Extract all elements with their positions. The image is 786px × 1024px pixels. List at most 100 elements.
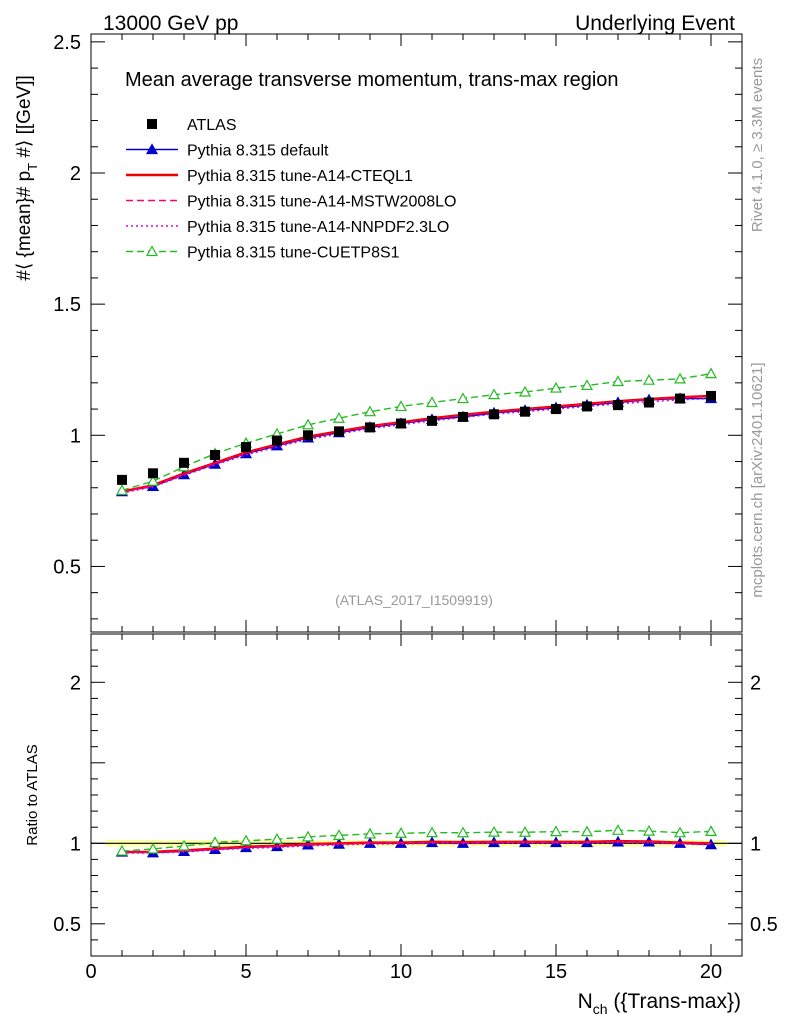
data-point — [303, 430, 313, 441]
series-marker-ratio — [673, 826, 687, 838]
legend-marker-data — [147, 119, 157, 129]
series-marker-ratio — [270, 832, 284, 844]
series-marker-ratio — [611, 824, 625, 835]
data-point — [458, 411, 468, 422]
data-point — [551, 404, 561, 415]
data-point — [489, 409, 499, 420]
x-tick-label: 15 — [545, 961, 567, 983]
data-point — [148, 468, 158, 479]
legend-label: Pythia 8.315 tune-A14-MSTW2008LO — [187, 194, 456, 211]
x-axis-label-tail: ({Trans-max}) — [608, 990, 741, 1013]
data-point — [117, 474, 127, 485]
series-marker — [704, 367, 718, 379]
x-axis-label: Nch ({Trans-max}) — [578, 990, 741, 1017]
data-point — [644, 397, 654, 408]
series-marker-ratio — [363, 827, 377, 839]
series-marker — [642, 373, 656, 385]
series-1 — [115, 392, 718, 858]
series-marker-ratio — [177, 839, 191, 851]
data-point — [613, 400, 623, 411]
data-point — [334, 426, 344, 437]
series-marker — [425, 396, 439, 408]
legend-label: Pythia 8.315 default — [187, 143, 329, 160]
series-marker-ratio — [146, 842, 160, 854]
series-layer — [115, 367, 718, 858]
ratio-y-tick-label-right: 2 — [750, 672, 761, 694]
data-point — [675, 393, 685, 404]
series-line-ratio — [121, 839, 712, 854]
data-point — [520, 406, 530, 417]
legend-marker — [145, 143, 159, 155]
series-marker-ratio — [518, 825, 532, 837]
series-marker — [301, 418, 315, 430]
series-marker-ratio — [456, 826, 470, 838]
x-tick-label: 5 — [240, 961, 251, 983]
series-marker — [549, 381, 563, 393]
legend-label: Pythia 8.315 tune-A14-CTEQL1 — [187, 168, 413, 185]
x-tick-label: 20 — [700, 961, 722, 983]
legend-label: Pythia 8.315 tune-CUETP8S1 — [187, 245, 400, 262]
data-point — [427, 415, 437, 426]
series-marker-ratio — [487, 825, 501, 837]
series-marker-ratio — [115, 844, 129, 856]
series-line-ratio — [121, 841, 712, 854]
x-axis-label-sub: ch — [593, 1001, 608, 1017]
series-marker-ratio — [301, 830, 315, 842]
data-point — [396, 418, 406, 429]
series-marker-ratio — [580, 825, 594, 837]
x-tick-label: 10 — [390, 961, 412, 983]
series-marker — [146, 474, 160, 486]
y-tick-label: 1 — [70, 425, 81, 447]
y-tick-label: 2.5 — [53, 32, 81, 54]
series-line-main — [121, 397, 711, 493]
x-axis-label-main: N — [578, 990, 593, 1013]
y-axis-label-main: #⟨ {mean}# p — [14, 171, 35, 281]
legend-label: ATLAS — [187, 117, 237, 134]
series-marker — [456, 392, 470, 404]
y-axis-label-tail: #⟩ [[GeV]] — [14, 75, 35, 163]
series-marker — [363, 405, 377, 417]
series-marker-ratio — [239, 834, 253, 846]
y-tick-label: 1.5 — [53, 294, 81, 316]
data-point — [179, 457, 189, 468]
series-marker — [332, 412, 346, 423]
series-marker — [115, 484, 129, 495]
data-point — [210, 449, 220, 460]
ratio-y-tick-label: 1 — [70, 833, 81, 855]
series-marker — [487, 388, 501, 400]
series-marker — [394, 400, 408, 412]
main-panel-frame — [90, 33, 743, 633]
chart-title: Mean average transverse momentum, trans-… — [125, 69, 619, 91]
series-line-main — [121, 372, 712, 492]
series-4 — [121, 397, 712, 854]
data-point — [272, 435, 282, 446]
data-points — [117, 390, 716, 485]
ratio-y-tick-label-right: 1 — [750, 833, 761, 855]
series-marker-ratio — [208, 836, 222, 848]
ratio-y-tick-label: 0.5 — [53, 914, 81, 936]
data-point — [365, 422, 375, 433]
data-point — [582, 401, 592, 412]
series-line-main — [121, 397, 712, 494]
series-line-main — [121, 394, 712, 493]
y-axis-label-sub: T — [25, 163, 40, 171]
series-marker-ratio — [332, 829, 346, 840]
y-tick-label: 2 — [70, 163, 81, 185]
series-marker — [518, 385, 532, 397]
series-3 — [121, 395, 712, 853]
x-tick-label: 0 — [85, 961, 96, 983]
category-label: Underlying Event — [575, 12, 735, 35]
series-marker-ratio — [394, 827, 408, 838]
series-marker — [580, 379, 594, 391]
series-line-main — [121, 395, 712, 493]
energy-label: 13000 GeV pp — [103, 12, 238, 35]
series-marker-ratio — [704, 825, 718, 837]
series-marker-ratio — [549, 825, 563, 837]
ratio-y-tick-label: 2 — [70, 672, 81, 694]
ratio-y-tick-label-right: 0.5 — [750, 914, 778, 936]
series-marker-ratio — [642, 824, 656, 836]
rivet-label: Rivet 4.1.0, ≥ 3.3M events — [749, 58, 766, 232]
series-5 — [115, 367, 718, 856]
analysis-label: (ATLAS_2017_I1509919) — [335, 592, 493, 608]
